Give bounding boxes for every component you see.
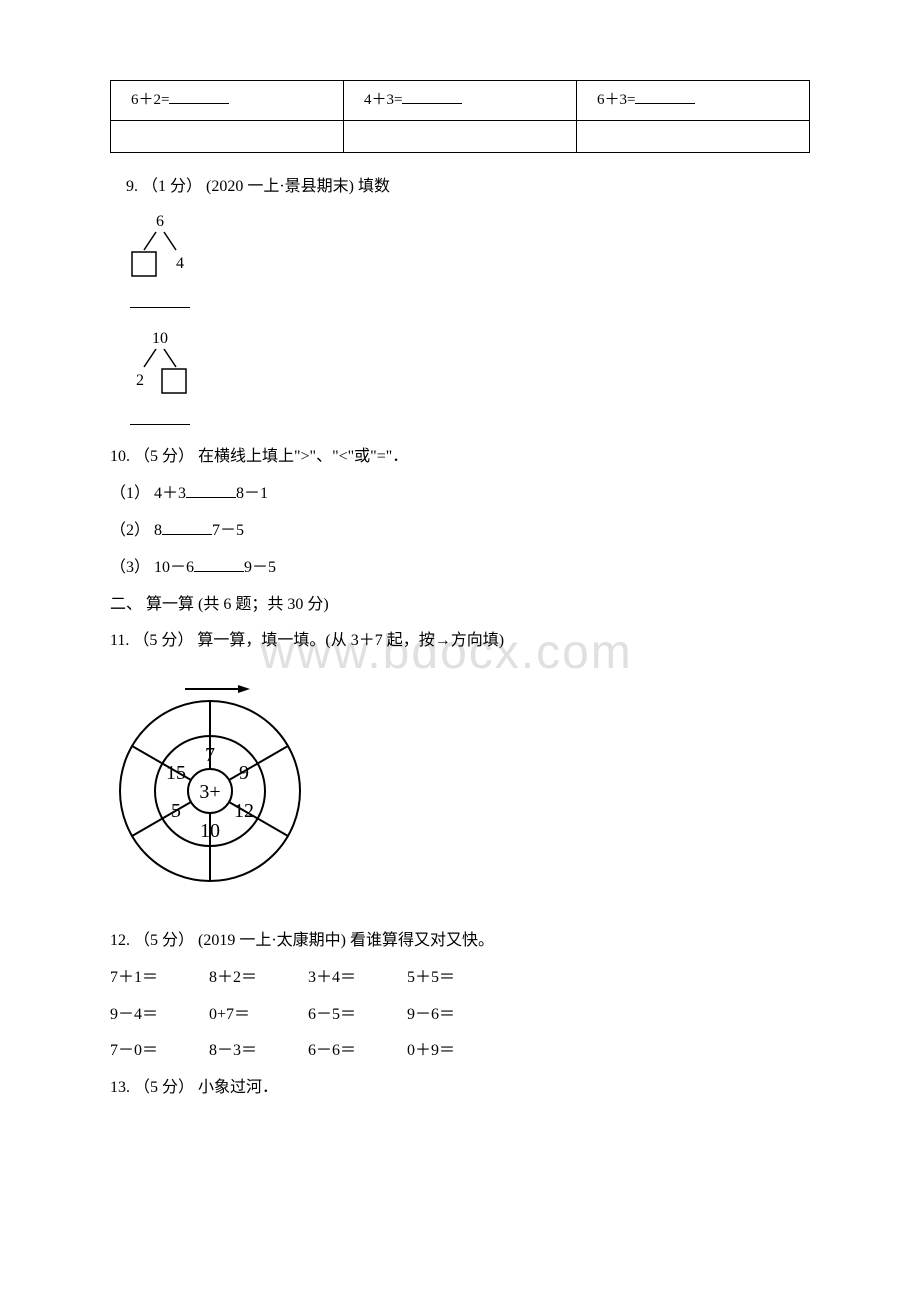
q10-item-2: （2） 8 7－5 bbox=[110, 517, 810, 546]
blank-line bbox=[169, 89, 229, 104]
bond-line bbox=[144, 349, 156, 367]
bond1-svg: 6 4 bbox=[130, 212, 200, 282]
q8-empty-1 bbox=[111, 121, 344, 153]
bond-line bbox=[164, 349, 176, 367]
q8-empty-2 bbox=[344, 121, 577, 153]
q12-row-1: 7＋1＝ 8＋2＝ 3＋4＝ 5＋5＝ bbox=[110, 964, 810, 993]
blank-line bbox=[130, 292, 190, 308]
circle-svg: 3+ 7 9 12 10 5 15 bbox=[110, 671, 320, 891]
eq: 3＋4＝ bbox=[308, 964, 403, 993]
blank-line bbox=[635, 89, 695, 104]
bond1-top: 6 bbox=[156, 213, 164, 230]
bond1-blank bbox=[130, 290, 810, 319]
table-row: 6＋2= 4＋3= 6＋3= bbox=[111, 81, 810, 121]
q10-2-right: 7－5 bbox=[212, 522, 244, 539]
q11-circle-diagram: 3+ 7 9 12 10 5 15 bbox=[110, 671, 810, 902]
eq: 6－5＝ bbox=[308, 1001, 403, 1030]
q12-row-2: 9－4＝ 0+7＝ 6－5＝ 9－6＝ bbox=[110, 1001, 810, 1030]
cell-text: 4＋3= bbox=[364, 92, 402, 108]
ring-num-9: 9 bbox=[239, 762, 249, 784]
eq: 0+7＝ bbox=[209, 1001, 304, 1030]
q10-item-3: （3） 10－6 9－5 bbox=[110, 554, 810, 583]
section2-heading: 二、 算一算 (共 6 题；共 30 分) bbox=[110, 591, 810, 620]
eq: 7－0＝ bbox=[110, 1037, 205, 1066]
bond-line bbox=[144, 232, 156, 250]
eq: 8－3＝ bbox=[209, 1037, 304, 1066]
q8-table: 6＋2= 4＋3= 6＋3= bbox=[110, 80, 810, 153]
number-bond-1: 6 4 bbox=[130, 212, 810, 282]
q10-3-left: （3） 10－6 bbox=[110, 559, 194, 576]
eq: 9－6＝ bbox=[407, 1001, 502, 1030]
q8-cell-1: 6＋2= bbox=[111, 81, 344, 121]
q10-3-right: 9－5 bbox=[244, 559, 276, 576]
cell-text: 6＋2= bbox=[131, 92, 169, 108]
blank-line bbox=[130, 409, 190, 425]
bond1-right: 4 bbox=[176, 255, 184, 272]
ring-num-5: 5 bbox=[171, 800, 181, 822]
center-text: 3+ bbox=[199, 781, 220, 803]
q8-cell-3: 6＋3= bbox=[577, 81, 810, 121]
eq: 8＋2＝ bbox=[209, 964, 304, 993]
cell-text: 6＋3= bbox=[597, 92, 635, 108]
blank-line bbox=[402, 89, 462, 104]
table-row bbox=[111, 121, 810, 153]
q10-2-left: （2） 8 bbox=[110, 522, 162, 539]
bond1-box bbox=[132, 252, 156, 276]
eq: 0＋9＝ bbox=[407, 1037, 502, 1066]
spoke bbox=[229, 746, 288, 780]
q9-text: 9. （1 分） (2020 一上·景县期末) 填数 bbox=[110, 173, 810, 202]
q11-text: 11. （5 分） 算一算，填一填。(从 3＋7 起，按→方向填) bbox=[110, 627, 810, 656]
q12-row-3: 7－0＝ 8－3＝ 6－6＝ 0＋9＝ bbox=[110, 1037, 810, 1066]
q12-text: 12. （5 分） (2019 一上·太康期中) 看谁算得又对又快。 bbox=[110, 927, 810, 956]
q10-1-right: 8－1 bbox=[236, 485, 268, 502]
ring-num-15: 15 bbox=[166, 762, 186, 784]
blank-line bbox=[194, 556, 244, 572]
number-bond-2: 10 2 bbox=[130, 329, 810, 399]
ring-num-10: 10 bbox=[200, 820, 220, 842]
blank-line bbox=[162, 519, 212, 535]
eq: 7＋1＝ bbox=[110, 964, 205, 993]
q10-text: 10. （5 分） 在横线上填上">"、"<"或"="． bbox=[110, 443, 810, 472]
blank-line bbox=[186, 482, 236, 498]
bond2-box bbox=[162, 369, 186, 393]
bond2-blank bbox=[130, 407, 810, 436]
spoke bbox=[132, 802, 191, 836]
eq: 9－4＝ bbox=[110, 1001, 205, 1030]
q10-1-left: （1） 4＋3 bbox=[110, 485, 186, 502]
eq: 5＋5＝ bbox=[407, 964, 502, 993]
eq: 6－6＝ bbox=[308, 1037, 403, 1066]
arrow-head bbox=[238, 685, 250, 693]
ring-num-12: 12 bbox=[234, 800, 254, 822]
bond2-left: 2 bbox=[136, 372, 144, 389]
bond2-svg: 10 2 bbox=[130, 329, 200, 399]
bond2-top: 10 bbox=[152, 330, 168, 347]
bond-line bbox=[164, 232, 176, 250]
page-content: 6＋2= 4＋3= 6＋3= 9. （1 分） (2020 一上·景县期末) 填… bbox=[110, 80, 810, 1103]
ring-num-7: 7 bbox=[205, 744, 215, 766]
q10-item-1: （1） 4＋3 8－1 bbox=[110, 480, 810, 509]
q8-cell-2: 4＋3= bbox=[344, 81, 577, 121]
q13-text: 13. （5 分） 小象过河． bbox=[110, 1074, 810, 1103]
q8-empty-3 bbox=[577, 121, 810, 153]
